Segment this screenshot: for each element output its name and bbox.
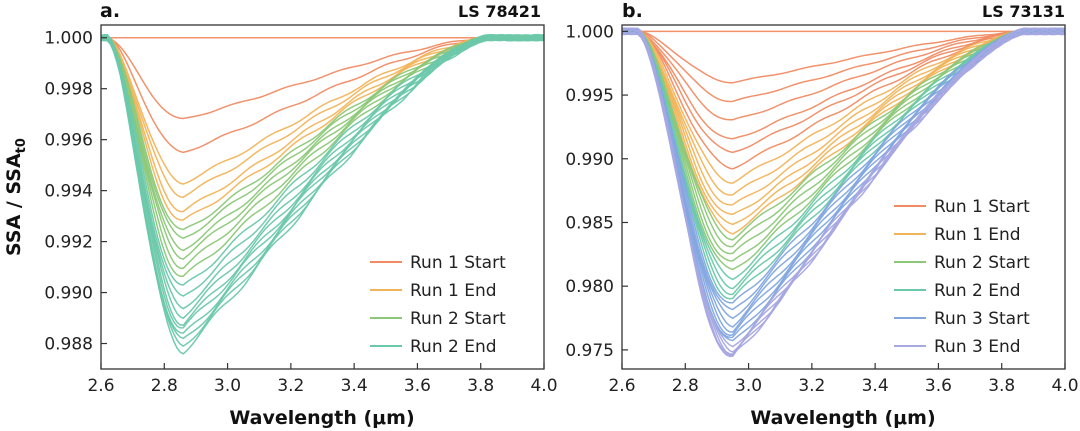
series-line	[621, 28, 1066, 226]
panel-b-series-lines	[621, 27, 1066, 358]
x-tick-label: 3.6	[404, 376, 431, 396]
legend-entry: Run 2 End	[410, 337, 497, 357]
series-line	[621, 29, 1066, 170]
series-line	[100, 33, 545, 355]
y-tick-label: 0.990	[565, 150, 614, 170]
series-line	[621, 27, 1066, 356]
panel-b: b. LS 73131 2.6 2.8 3.0 3.2 3.4 3.6 3.8 4.0 0.9…	[565, 0, 1078, 429]
panel-a-y-axis-title: SSA / SSAt0	[3, 138, 29, 256]
legend-entry: Run 2 End	[934, 281, 1021, 301]
legend-entry: Run 1 End	[410, 281, 497, 301]
x-tick-label: 3.2	[798, 376, 825, 396]
legend-entry: Run 1 Start	[934, 197, 1030, 217]
panel-a-legend: Run 1 Start Run 1 End Run 2 Start Run 2 End	[370, 253, 506, 357]
y-tick-label: 0.994	[44, 182, 93, 202]
series-line	[621, 27, 1066, 339]
x-tick-label: 2.8	[672, 376, 699, 396]
panel-a: a. LS 78421 2.6 2.8 3.0 3.2 3.4 3.6 3.8 4.0 0.9…	[3, 0, 558, 429]
series-line	[100, 35, 545, 221]
x-tick-label: 3.0	[214, 376, 241, 396]
x-tick-label: 2.6	[608, 376, 635, 396]
legend-entry: Run 1 Start	[410, 253, 506, 273]
series-line	[100, 34, 545, 329]
y-tick-label: 1.000	[565, 22, 614, 42]
x-tick-label: 2.6	[87, 376, 114, 396]
legend-entry: Run 2 Start	[410, 309, 506, 329]
panel-b-x-ticks: 2.6 2.8 3.0 3.2 3.4 3.6 3.8 4.0	[608, 363, 1079, 396]
legend-entry: Run 2 Start	[934, 253, 1030, 273]
y-tick-label: 0.988	[44, 335, 93, 355]
panel-b-label: b.	[622, 0, 643, 22]
series-line	[100, 34, 545, 270]
x-tick-label: 3.6	[925, 376, 952, 396]
panel-b-legend: Run 1 Start Run 1 End Run 2 Start Run 2 End…	[894, 197, 1030, 357]
series-line	[100, 34, 545, 252]
series-line	[100, 36, 545, 120]
y-tick-label: 0.992	[44, 233, 93, 253]
panel-a-x-ticks: 2.6 2.8 3.0 3.2 3.4 3.6 3.8 4.0	[87, 363, 558, 396]
y-tick-label: 0.998	[44, 80, 93, 100]
x-tick-label: 3.8	[988, 376, 1015, 396]
y-axis-title-main: SSA / SSA	[3, 153, 25, 256]
series-line	[100, 34, 544, 278]
y-tick-label: 0.990	[44, 284, 93, 304]
panel-a-x-axis-title: Wavelength (μm)	[229, 407, 414, 429]
x-tick-label: 3.4	[862, 376, 889, 396]
panel-b-x-axis-title: Wavelength (μm)	[750, 407, 935, 429]
panel-b-sample: LS 73131	[982, 2, 1065, 21]
x-tick-label: 3.8	[467, 376, 494, 396]
x-tick-label: 3.4	[341, 376, 368, 396]
panel-a-frame	[100, 24, 545, 370]
y-axis-title-subscript: t0	[14, 138, 29, 153]
series-line	[100, 35, 545, 154]
series-line	[100, 34, 545, 320]
series-line	[621, 29, 1066, 154]
x-tick-label: 3.0	[735, 376, 762, 396]
panel-a-series-lines	[100, 33, 545, 355]
series-line	[621, 28, 1066, 271]
panel-a-sample: LS 78421	[458, 2, 541, 21]
legend-entry: Run 3 End	[934, 337, 1021, 357]
panel-b-frame	[621, 24, 1066, 370]
x-tick-label: 3.2	[277, 376, 304, 396]
y-tick-label: 0.995	[565, 86, 614, 106]
y-tick-label: 0.975	[565, 341, 614, 361]
x-tick-label: 4.0	[1051, 376, 1078, 396]
series-line	[621, 30, 1066, 84]
panel-a-y-ticks: 0.988 0.990 0.992 0.994 0.996 0.998 1.000	[44, 29, 107, 355]
x-tick-label: 2.8	[151, 376, 178, 396]
x-tick-label: 4.0	[530, 376, 557, 396]
panel-b-y-ticks: 0.975 0.980 0.985 0.990 0.995 1.000	[565, 22, 628, 361]
y-tick-label: 0.985	[565, 213, 614, 233]
y-tick-label: 1.000	[44, 29, 93, 49]
panel-a-label: a.	[100, 0, 120, 22]
legend-entry: Run 3 Start	[934, 309, 1030, 329]
series-line	[621, 28, 1066, 281]
y-tick-label: 0.980	[565, 277, 614, 297]
y-tick-label: 0.996	[44, 131, 93, 151]
series-line	[100, 35, 545, 213]
legend-entry: Run 1 End	[934, 225, 1021, 245]
